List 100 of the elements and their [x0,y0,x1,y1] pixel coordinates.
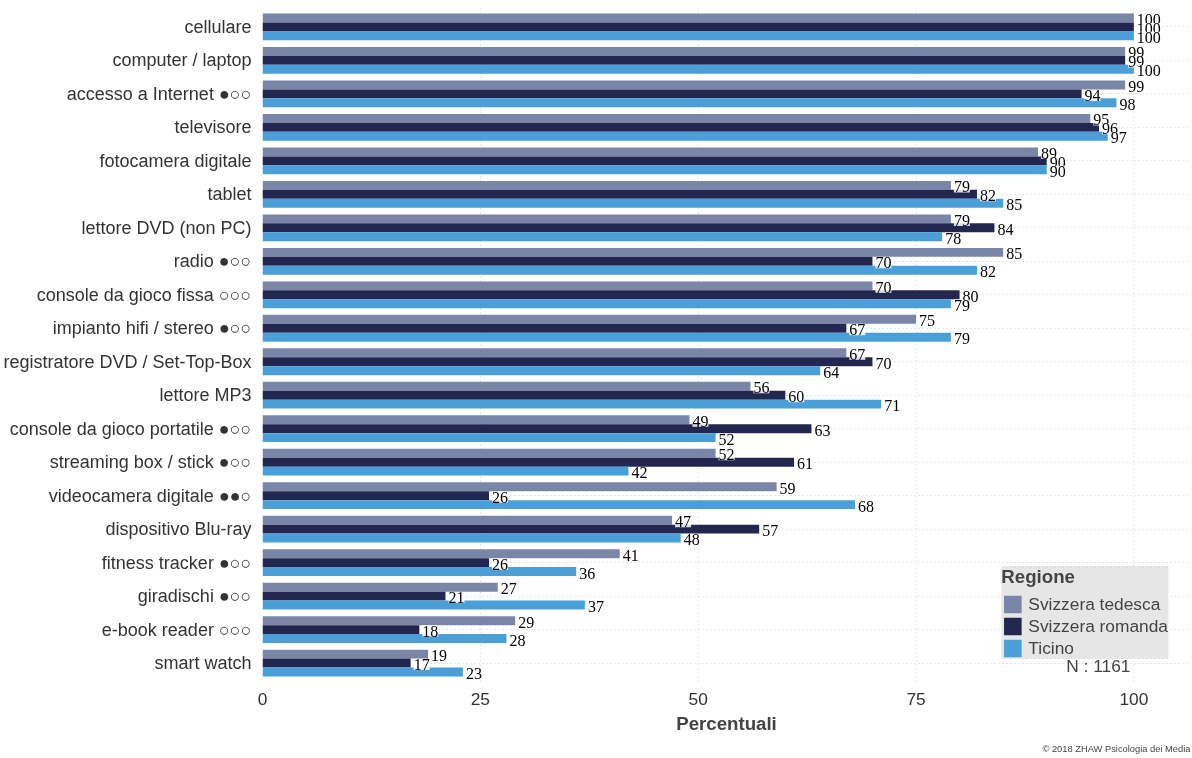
bar [262,515,673,525]
bar [262,180,951,190]
data-label: 29 [518,613,535,631]
y-tick-label: fitness tracker ●○○ [101,552,252,573]
data-label: 49 [692,412,709,430]
bar [262,299,951,309]
data-label: 85 [1006,196,1023,214]
y-tick-label: impianto hifi / stereo ●○○ [52,318,252,339]
data-label: 71 [884,397,901,415]
text: © 2018 ZHAW Psicologia dei Media [1042,743,1192,754]
data-label: 79 [953,178,970,196]
data-label: 17 [413,656,430,674]
y-tick-label: fotocamera digitale [99,150,252,171]
y-tick-label: videocamera digitale ●●○ [48,485,252,506]
y-tick-label: tablet [207,184,252,205]
y-tick-label: lettore MP3 [159,385,252,406]
y-tick-label: giradischi ●○○ [137,586,252,607]
data-label: 28 [509,631,526,649]
y-tick-label: console da gioco portatile ●○○ [9,418,252,439]
y-tick-label: dispositivo Blu-ray [105,519,252,540]
bar [262,147,1039,157]
x-tick-label: 75 [906,688,926,709]
bar [262,348,847,358]
bar [262,625,420,635]
data-label: 52 [718,430,735,448]
bar [262,448,716,458]
bar [262,165,1047,175]
bar [262,113,1091,123]
data-label: 82 [980,263,997,281]
bar [262,214,951,224]
data-label: 82 [980,187,997,205]
bar [262,549,620,559]
data-label: 41 [622,546,639,564]
data-label: 79 [953,211,970,229]
data-label: 70 [875,254,892,272]
data-label: 67 [849,321,866,339]
data-label: 78 [945,229,962,247]
bar [262,466,629,476]
data-label: 85 [1006,245,1023,263]
x-tick-label: 50 [688,688,708,709]
y-tick-label: console da gioco fissa ○○○ [36,284,252,305]
y-tick-label: smart watch [154,653,252,674]
bar [262,381,751,391]
data-label: 98 [1119,95,1136,113]
x-tick-label: 25 [470,688,490,709]
data-label: 42 [631,464,648,482]
data-label: 57 [762,522,779,540]
data-label: 36 [579,564,596,582]
y-tick-label: computer / laptop [112,50,252,71]
data-label: 67 [849,345,866,363]
bar [262,415,690,425]
bar [262,89,1082,99]
data-label: 52 [718,446,735,464]
bar [262,55,1126,65]
bar [262,31,1134,41]
legend-title: Regione [1001,566,1076,588]
bar [262,80,1126,90]
data-label: 79 [953,330,970,348]
bar [262,314,917,324]
legend-label: Svizzera romanda [1028,615,1168,637]
data-label: 26 [492,555,509,573]
legend-label: Svizzera tedesca [1028,593,1161,615]
bar [262,482,777,492]
y-tick-label: televisore [174,117,252,138]
bar [262,491,490,501]
bar [262,616,516,626]
data-label: 37 [587,598,604,616]
data-label: 60 [788,388,805,406]
data-label: 18 [422,622,439,640]
data-label: 56 [753,379,770,397]
y-tick-label: accesso a Internet ●○○ [66,83,252,104]
data-label: 47 [675,513,692,531]
bar [262,281,873,291]
bar [262,47,1126,56]
bar [262,232,943,242]
data-label: 84 [997,220,1014,238]
data-label: 99 [1128,77,1145,95]
x-tick-label: 0 [257,688,268,709]
bar [262,22,1134,32]
bar [262,582,498,592]
y-tick-label: streaming box / stick ●○○ [49,452,252,473]
data-label: 70 [875,354,892,372]
bar [262,366,821,376]
data-label: 68 [858,497,875,515]
data-label: 70 [875,278,892,296]
data-label: 19 [431,647,448,665]
bar [262,433,716,443]
data-label: 48 [683,531,700,549]
data-label: 27 [500,580,517,598]
x-tick-label: 100 [1119,688,1149,709]
data-label: 94 [1084,86,1101,104]
bar [262,533,681,543]
y-tick-label: lettore DVD (non PC) [81,217,252,238]
data-label: 59 [779,479,796,497]
data-label: 21 [448,589,465,607]
x-axis-title: Percentuali [676,712,777,734]
bar [262,13,1134,23]
data-label: 26 [492,488,509,506]
data-label: 23 [465,665,482,683]
data-label: 63 [814,421,831,439]
